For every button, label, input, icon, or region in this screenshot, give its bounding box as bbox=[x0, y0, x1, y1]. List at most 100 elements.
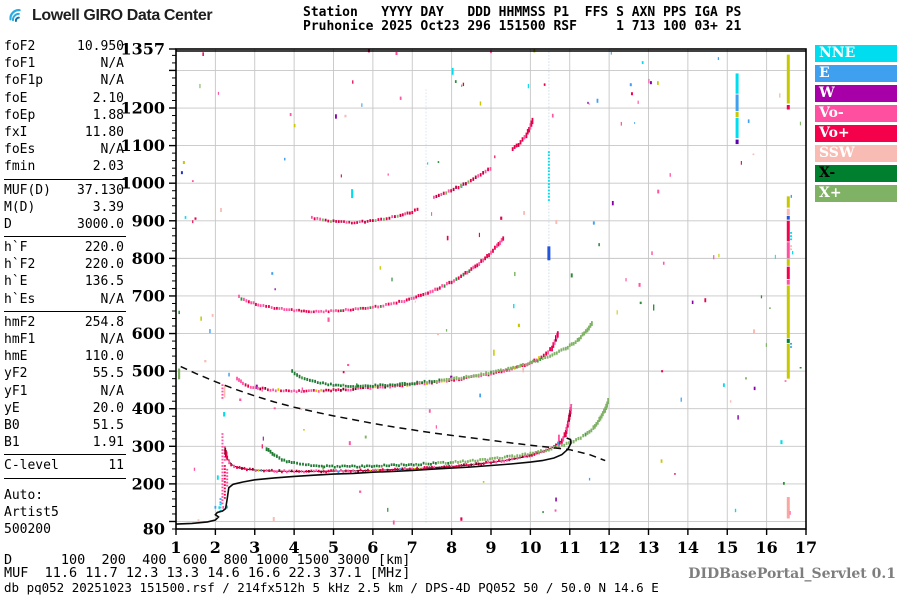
param-value: 20.0 bbox=[92, 400, 124, 416]
legend-item-x: X+ bbox=[815, 185, 897, 202]
x-tick-label: 15 bbox=[716, 538, 738, 557]
param-value: N/A bbox=[100, 291, 124, 307]
param-value: N/A bbox=[100, 56, 124, 72]
y-tick-label: 400 bbox=[132, 399, 165, 418]
legend-item-x: X- bbox=[815, 165, 897, 182]
param-label: B1 bbox=[4, 435, 20, 451]
legend-item-vo: Vo+ bbox=[815, 125, 897, 142]
station-header: Station YYYY DAY DDD HHMMSS P1 FFS S AXN… bbox=[303, 6, 741, 33]
trace-f2-x-mode-1st-hop bbox=[265, 398, 610, 469]
param-label: h`F2 bbox=[4, 257, 36, 273]
panel-divider bbox=[4, 454, 126, 456]
footer-db-line: db pq052 20251023 151500.rsf / 214fx512h… bbox=[4, 580, 659, 595]
param-label: hmF2 bbox=[4, 314, 36, 330]
param-label: fxI bbox=[4, 124, 28, 140]
param-label: foEp bbox=[4, 107, 36, 123]
param-label: h`E bbox=[4, 274, 28, 290]
grid bbox=[176, 49, 806, 529]
panel-divider bbox=[4, 236, 126, 238]
y-tick-label: 80 bbox=[143, 520, 165, 539]
axes: 1357 1200 1100 1000 900 800 700 600 500 400 300 200… bbox=[120, 40, 817, 558]
noise-speckle bbox=[178, 51, 802, 525]
param-row-hme: hmE 110.0 bbox=[4, 349, 124, 366]
param-label: B0 bbox=[4, 417, 20, 433]
param-value: 1.88 bbox=[92, 107, 124, 123]
param-row-b1: B1 1.91 bbox=[4, 435, 124, 452]
param-value: 55.5 bbox=[92, 366, 124, 382]
param-row-hes: h`Es N/A bbox=[4, 292, 124, 309]
param-row-fxi: fxI 11.80 bbox=[4, 125, 124, 142]
transmission-curve bbox=[180, 365, 606, 462]
trace-f2-o-mode-1st-hop bbox=[224, 403, 573, 474]
param-row-fmin: fmin 2.03 bbox=[4, 159, 124, 176]
trace-f2-o-mode-2nd-hop bbox=[236, 331, 559, 394]
param-label: yF2 bbox=[4, 366, 28, 382]
y-tick-label: 900 bbox=[132, 211, 165, 230]
servlet-version: DIDBasePortal_Servlet 0.1 bbox=[688, 566, 896, 582]
footer-distance-line: D 100 200 400 600 800 1000 1500 3000 [km… bbox=[4, 552, 411, 568]
param-label: fmin bbox=[4, 159, 36, 175]
param-row-clevel: C-level 11 bbox=[4, 458, 124, 475]
plot-frame bbox=[175, 48, 807, 530]
y-tick-label: 1200 bbox=[120, 99, 165, 118]
y-tick-label: 700 bbox=[132, 286, 165, 305]
param-label: hmF1 bbox=[4, 332, 36, 347]
param-row-foep: foEp 1.88 bbox=[4, 108, 124, 125]
param-label: foF1 bbox=[4, 56, 36, 72]
legend-item-e: E bbox=[815, 65, 897, 82]
param-value: 110.0 bbox=[84, 349, 124, 365]
param-value: 3000.0 bbox=[77, 216, 124, 232]
param-value: 11.80 bbox=[84, 124, 124, 140]
param-value: 136.5 bbox=[84, 274, 124, 290]
param-value: 10.950 bbox=[77, 39, 124, 54]
x-tick-label: 17 bbox=[795, 538, 817, 557]
param-value: 51.5 bbox=[92, 417, 124, 433]
param-value: 11 bbox=[108, 458, 124, 474]
param-label: yE bbox=[4, 400, 20, 416]
parameter-panel: foF2 10.950 foF1 N/A foF1p N/A foE 2.10 foEp 1.88… bbox=[4, 39, 126, 538]
rfi-columns bbox=[180, 49, 793, 523]
param-row-mufd: MUF(D) 37.130 bbox=[4, 183, 124, 200]
param-value: 220.0 bbox=[84, 257, 124, 273]
param-value: N/A bbox=[100, 142, 124, 158]
param-label: h`F bbox=[4, 240, 28, 256]
trace-f2-x-mode-2nd-hop bbox=[291, 321, 593, 389]
legend-item-w: W bbox=[815, 85, 897, 102]
x-tick-label: 16 bbox=[755, 538, 777, 557]
param-row-hmf1: hmF1 N/A bbox=[4, 332, 124, 349]
x-tick-label: 12 bbox=[598, 538, 620, 557]
param-row-hmf2: hmF2 254.8 bbox=[4, 315, 124, 332]
param-row-fof2: foF2 10.950 bbox=[4, 39, 124, 56]
param-value: N/A bbox=[100, 332, 124, 347]
station-header-line1: Station YYYY DAY DDD HHMMSS P1 FFS S AXN… bbox=[303, 5, 742, 20]
param-row-fof1: foF1 N/A bbox=[4, 56, 124, 73]
param-value: 2.10 bbox=[92, 90, 124, 106]
y-tick-label: 200 bbox=[132, 474, 165, 493]
param-value: N/A bbox=[100, 73, 124, 89]
x-tick-label: 9 bbox=[485, 538, 496, 557]
param-label: hmE bbox=[4, 349, 28, 365]
x-tick-label: 8 bbox=[446, 538, 457, 557]
param-value: 1.91 bbox=[92, 435, 124, 451]
x-tick-label: 13 bbox=[637, 538, 659, 557]
panel-divider bbox=[4, 310, 126, 312]
param-label: foF1p bbox=[4, 73, 44, 89]
param-row-d: D 3000.0 bbox=[4, 217, 124, 234]
param-label: foEs bbox=[4, 142, 36, 158]
param-row-md: M(D) 3.39 bbox=[4, 200, 124, 217]
legend-item-ssw: SSW bbox=[815, 145, 897, 162]
param-label: yF1 bbox=[4, 383, 28, 399]
param-row-foe: foE 2.10 bbox=[4, 91, 124, 108]
trace-e-layer-echo bbox=[214, 505, 229, 509]
trace-f2-o-mode-3rd-hop bbox=[238, 236, 505, 314]
station-header-line2: Pruhonice 2025 Oct23 296 151500 RSF 1 71… bbox=[303, 18, 742, 34]
param-row-hf2: h`F2 220.0 bbox=[4, 257, 124, 274]
param-row-yf2: yF2 55.5 bbox=[4, 366, 124, 383]
param-row-ye: yE 20.0 bbox=[4, 401, 124, 418]
param-label: MUF(D) bbox=[4, 182, 51, 198]
param-value: 37.130 bbox=[77, 182, 124, 198]
echo-direction-legend: NNE E W Vo- Vo+ SSW X- X+ bbox=[815, 45, 897, 205]
legend-item-nne: NNE bbox=[815, 45, 897, 62]
footer-muf-line: MUF 11.6 11.7 12.3 13.3 14.6 16.6 22.3 3… bbox=[4, 565, 411, 581]
